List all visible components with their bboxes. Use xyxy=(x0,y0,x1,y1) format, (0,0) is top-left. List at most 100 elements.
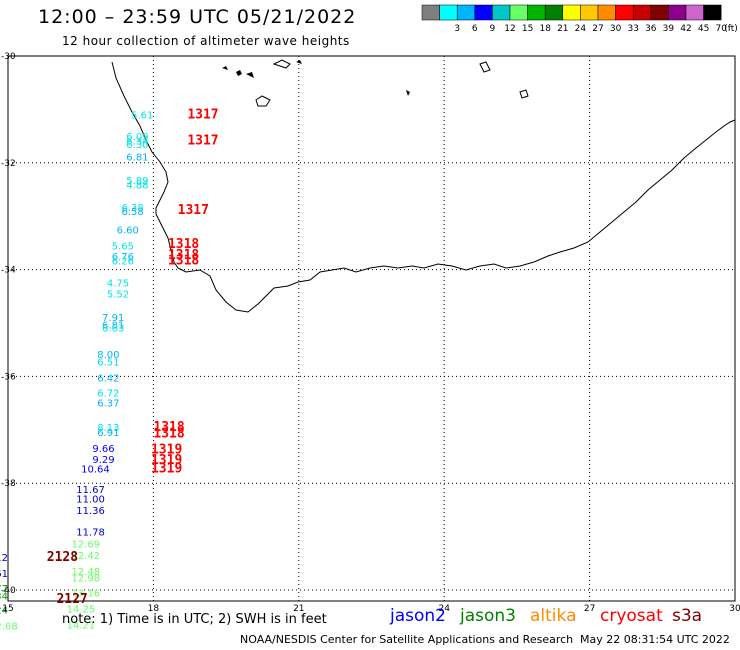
wave-height-value: 11.12 xyxy=(0,553,8,564)
wave-height-value: 6.91 xyxy=(97,428,119,439)
wave-height-value: 6.60 xyxy=(117,225,139,236)
legend-tick-label: 33 xyxy=(627,24,638,34)
pass-time-value: 1318 xyxy=(153,420,184,435)
legend-tick-label: 12 xyxy=(504,24,515,34)
wave-height-value: 4.88 xyxy=(126,180,148,191)
legend-swatch xyxy=(509,4,528,21)
x-tick-label: 27 xyxy=(584,604,595,614)
wave-height-value: 11.61 xyxy=(0,569,8,580)
wave-height-value: 10.64 xyxy=(81,465,110,476)
y-tick-label: -36 xyxy=(1,372,16,382)
mission-cryosat: cryosat xyxy=(600,606,663,626)
wave-height-value: 12.48 xyxy=(71,567,100,578)
wave-height-value: 6.09 xyxy=(126,132,148,143)
color-legend: 3 6 9 12 15 18 21 24 27 30 33 36 39 42 45 70(ft) xyxy=(421,4,738,34)
pass-time-value: 1319 xyxy=(151,453,182,468)
pass-time-value: 2128 xyxy=(47,550,78,565)
mission-s3a: s3a xyxy=(672,606,703,626)
wave-height-value: 6.34 xyxy=(126,137,148,148)
graticule xyxy=(8,56,735,601)
wave-height-value: 6.76 xyxy=(112,252,134,263)
wave-height-value: 11.78 xyxy=(76,528,105,539)
wave-height-value: 6.30 xyxy=(126,140,148,151)
legend-swatch xyxy=(703,4,722,21)
page-title: 12:00 – 23:59 UTC 05/21/2022 xyxy=(38,6,357,28)
y-tick-label: -38 xyxy=(1,479,16,489)
pass-time-value: 1317 xyxy=(187,134,218,149)
x-tick-label: 30 xyxy=(729,604,740,614)
wave-height-value: 12.98 xyxy=(71,573,100,584)
wave-height-value: 12.69 xyxy=(71,539,100,550)
legend-swatch xyxy=(474,4,493,21)
wave-height-value: 4.75 xyxy=(107,279,129,290)
legend-tick-label: 9 xyxy=(490,24,496,34)
legend-tick-label: 45 xyxy=(698,24,709,34)
wave-height-value: 8.00 xyxy=(97,350,119,361)
y-tick-label: -30 xyxy=(1,52,16,62)
legend-tick-label: 70 xyxy=(715,24,727,34)
pass-time-value: 1317 xyxy=(187,107,218,122)
legend-tick-label: 27 xyxy=(592,24,603,34)
wave-height-value: 6.72 xyxy=(97,389,119,400)
legend-swatch xyxy=(668,4,687,21)
pass-time-value: 1317 xyxy=(178,203,209,218)
wave-height-value: 8.13 xyxy=(97,423,119,434)
mission-jason3: jason3 xyxy=(460,606,516,626)
wave-height-value: 13.16 xyxy=(71,588,100,599)
wave-height-value: 5.65 xyxy=(112,241,134,252)
pass-time-value: 1318 xyxy=(153,426,184,441)
wave-height-value: 6.81 xyxy=(126,153,148,164)
legend-swatch xyxy=(527,4,546,21)
pass-time-value: 1318 xyxy=(168,237,199,252)
legend-swatch xyxy=(650,4,669,21)
legend-swatch xyxy=(580,4,599,21)
legend-tick-label: 42 xyxy=(680,24,691,34)
wave-height-value: 5.89 xyxy=(126,176,148,187)
legend-unit: (ft) xyxy=(724,24,738,34)
legend-swatch xyxy=(562,4,581,21)
wave-height-value: 9.66 xyxy=(92,444,114,455)
y-tick-label: -34 xyxy=(1,266,16,276)
legend-swatch xyxy=(597,4,616,21)
wave-height-value: 16.24 xyxy=(0,605,8,616)
legend-tick-label: 36 xyxy=(645,24,657,34)
wave-height-value: 14.25 xyxy=(67,604,96,615)
wave-height-value: 15.77 xyxy=(0,584,8,595)
pass-time-labels: 1317131713171318131813181318131813191319… xyxy=(47,107,219,606)
mission-jason2: jason2 xyxy=(390,606,446,626)
legend-tick-label: 15 xyxy=(522,24,533,34)
wave-height-value: 5.61 xyxy=(131,110,153,121)
legend-tick-label: 21 xyxy=(557,24,568,34)
legend-tick-label: 3 xyxy=(454,24,460,34)
wave-height-value: 11.36 xyxy=(76,506,105,517)
legend-tick-label: 30 xyxy=(610,24,622,34)
legend-swatch xyxy=(456,4,476,21)
wave-height-value: 5.52 xyxy=(107,289,129,300)
pass-time-value: 1318 xyxy=(168,248,199,263)
wave-height-value: 6.26 xyxy=(112,256,134,267)
wave-height-value: 9.29 xyxy=(92,455,114,466)
legend-swatch xyxy=(544,4,564,21)
generated-timestamp: May 22 08:31:54 UTC 2022 xyxy=(580,633,730,646)
legend-swatch xyxy=(615,4,634,21)
axis-tick-labels: 15 18 21 24 27 30 -30 -32 -34 -36 -38 -40 xyxy=(1,52,740,614)
credit-line: NOAA/NESDIS Center for Satellite Applica… xyxy=(240,633,574,646)
legend-tick-label: 24 xyxy=(575,24,587,34)
legend-swatch xyxy=(685,4,704,21)
legend-swatch xyxy=(492,4,511,21)
coastline xyxy=(111,59,736,313)
wave-height-labels: 5.61 6.096.346.30 6.81 5.894.88 6.386.58 6.60… xyxy=(0,110,153,632)
x-tick-label: 24 xyxy=(438,604,450,614)
pass-time-value: 1318 xyxy=(168,253,199,268)
wave-height-value: 16.34 xyxy=(0,592,8,603)
wave-height-value: 6.38 xyxy=(121,203,143,214)
x-tick-label: 15 xyxy=(2,604,13,614)
wave-height-value: 6.63 xyxy=(102,324,124,335)
pass-time-value: 1319 xyxy=(151,442,182,457)
legend-swatch xyxy=(632,4,652,21)
legend-tick-label: 39 xyxy=(663,24,675,34)
y-tick-label: -32 xyxy=(1,159,16,169)
wave-height-value: 11.00 xyxy=(76,494,105,505)
wave-height-value: 6.81 xyxy=(102,320,124,331)
